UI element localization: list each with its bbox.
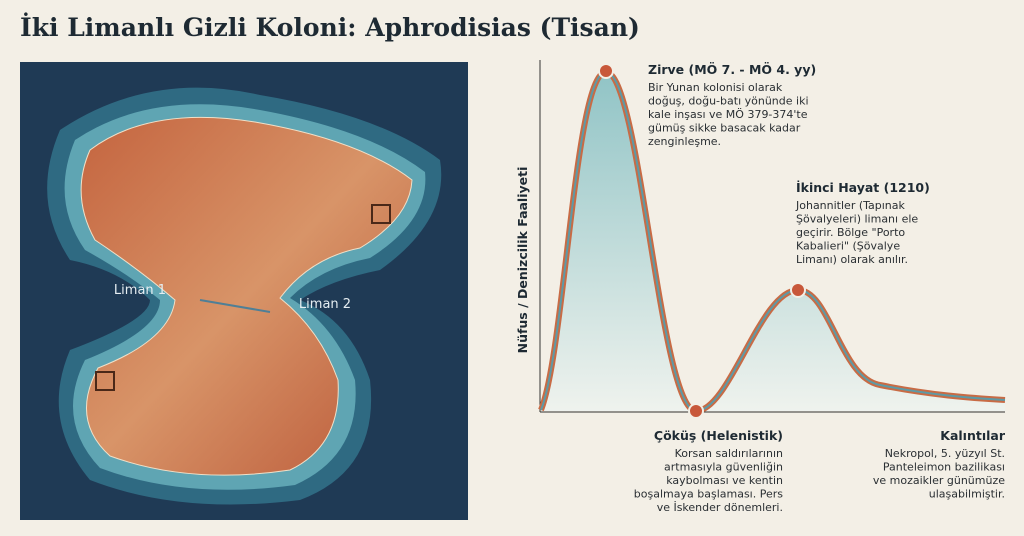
map-label: Liman 2 [299,297,351,312]
annotation-text: Nekropol, 5. yüzyıl St. [885,447,1005,460]
annotation-text: gümüş sikke basacak kadar [648,122,801,135]
annotation-text: kale inşası ve MÖ 379-374'te [648,108,808,121]
annotation-title: Kalıntılar [940,428,1006,443]
annotation-text: boşalmaya başlaması. Pers [634,488,783,501]
map: Liman 1 Liman 2 [20,62,468,520]
annotation-text: ulaşabilmiştir. [929,488,1005,501]
annotation-text: doğuş, doğu-batı yönünde iki [648,95,809,108]
annotation-text: Bir Yunan kolonisi olarak [648,81,783,94]
annotation-text: artmasıyla güvenliğin [664,461,783,474]
page-title: İki Limanlı Gizli Koloni: Aphrodisias (T… [20,13,640,42]
annotation-text: Limanı) olarak anılır. [796,253,908,266]
timeline: Nüfus / Denizcilik Faaliyeti [515,60,1006,419]
y-axis-label: Nüfus / Denizcilik Faaliyeti [515,167,530,354]
annotation-text: Kabalieri" (Şövalye [796,240,900,253]
annotation-text: kaybolması ve kentin [666,474,783,487]
annotation-title: Çöküş (Helenistik) [654,428,783,443]
annotation-text: Şövalyeleri) limanı ele [796,213,918,226]
annotation-title: Zirve (MÖ 7. - MÖ 4. yy) [648,62,816,77]
map-label: Liman 1 [114,283,166,298]
annotation-text: Johannitler (Tapınak [795,199,906,212]
annotation-text: Korsan saldırılarının [675,447,783,460]
annotation-text: ve mozaikler günümüze [873,474,1005,487]
annotation-title: İkinci Hayat (1210) [796,180,930,195]
annotation-text: geçirir. Bölge "Porto [796,226,905,239]
annotation-text: Panteleimon bazilikası [883,461,1005,474]
annotation-text: ve İskender dönemleri. [657,501,783,514]
annotation-text: zenginleşme. [648,135,721,148]
